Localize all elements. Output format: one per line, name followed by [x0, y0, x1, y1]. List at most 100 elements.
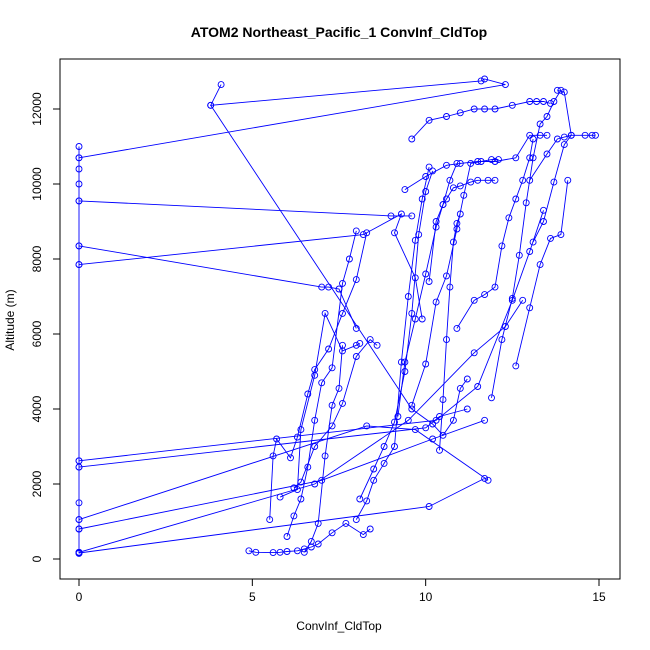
data-point — [391, 229, 398, 237]
series-line — [279, 311, 361, 498]
data-point — [543, 113, 551, 120]
data-point — [460, 191, 468, 199]
data-point — [505, 214, 513, 222]
data-point — [75, 154, 83, 162]
data-point — [304, 390, 312, 398]
data-point — [443, 336, 450, 344]
series-line — [359, 170, 434, 500]
data-point — [352, 516, 360, 524]
data-point — [397, 358, 405, 366]
series-line — [491, 90, 562, 398]
data-point — [380, 459, 388, 467]
data-point — [456, 182, 464, 190]
data-point — [484, 176, 492, 184]
data-point — [293, 486, 301, 494]
data-point — [474, 383, 482, 390]
data-point — [370, 465, 378, 473]
data-point — [560, 133, 568, 141]
data-point — [488, 156, 495, 164]
data-point — [404, 293, 412, 300]
data-point — [269, 452, 277, 460]
data-point — [436, 446, 443, 454]
data-point — [519, 296, 527, 304]
data-point — [345, 255, 353, 263]
data-point — [311, 443, 319, 450]
series-8 — [75, 405, 471, 471]
data-point — [491, 176, 499, 184]
y-tick-label: 8000 — [30, 245, 44, 272]
data-point — [391, 443, 398, 450]
series-9 — [75, 422, 492, 524]
data-point — [314, 540, 322, 548]
data-point — [547, 99, 554, 107]
data-point — [75, 242, 83, 250]
data-point — [501, 323, 509, 330]
series-line — [286, 230, 357, 537]
data-point — [314, 519, 322, 527]
data-point — [404, 416, 412, 424]
data-point — [508, 294, 516, 302]
data-point — [491, 158, 499, 165]
data-point — [477, 77, 485, 85]
data-point — [283, 533, 291, 540]
data-point — [363, 422, 371, 430]
data-point — [75, 180, 83, 188]
data-point — [550, 98, 558, 105]
data-point — [370, 476, 378, 484]
data-point — [408, 212, 416, 220]
series-1 — [75, 143, 83, 557]
data-point — [387, 212, 395, 220]
data-point — [352, 276, 360, 284]
data-point — [512, 195, 520, 203]
data-point — [276, 548, 284, 556]
data-point — [283, 548, 291, 555]
data-point — [425, 116, 433, 124]
data-point — [318, 283, 326, 291]
series-line — [78, 245, 357, 329]
series-16 — [283, 227, 360, 540]
data-point — [411, 426, 419, 434]
series-11 — [75, 416, 489, 533]
data-point — [453, 219, 461, 227]
data-point — [436, 413, 443, 420]
data-point — [217, 81, 225, 89]
data-point — [352, 353, 360, 360]
data-point — [443, 195, 450, 203]
series-30 — [512, 176, 572, 370]
series-line — [78, 419, 485, 530]
data-point — [512, 362, 520, 370]
data-point — [342, 519, 350, 527]
data-point — [425, 503, 433, 510]
data-point — [439, 431, 447, 439]
series-line — [293, 338, 378, 489]
data-point — [75, 525, 83, 533]
data-point — [339, 309, 346, 317]
series-line — [78, 210, 544, 462]
x-tick-label: 5 — [249, 590, 256, 604]
data-point — [467, 178, 475, 186]
series-line — [456, 138, 534, 329]
data-point — [547, 234, 554, 242]
x-tick-label: 0 — [76, 590, 83, 604]
series-18 — [300, 341, 346, 556]
data-point — [328, 401, 336, 409]
data-point — [536, 120, 544, 128]
series-line — [515, 180, 569, 367]
series-line — [411, 101, 551, 140]
data-point — [293, 547, 301, 555]
data-point — [328, 529, 336, 537]
data-point — [415, 231, 423, 239]
data-point — [207, 101, 215, 109]
data-point — [557, 231, 565, 239]
data-point — [311, 416, 319, 424]
data-point — [470, 105, 478, 113]
series-12 — [75, 474, 489, 557]
data-point — [536, 131, 544, 139]
data-point — [352, 341, 360, 349]
data-point — [311, 480, 319, 488]
data-point — [269, 549, 277, 557]
y-tick-label: 12000 — [30, 92, 44, 126]
data-point — [401, 368, 409, 375]
data-point — [75, 516, 83, 524]
data-point — [449, 238, 457, 246]
